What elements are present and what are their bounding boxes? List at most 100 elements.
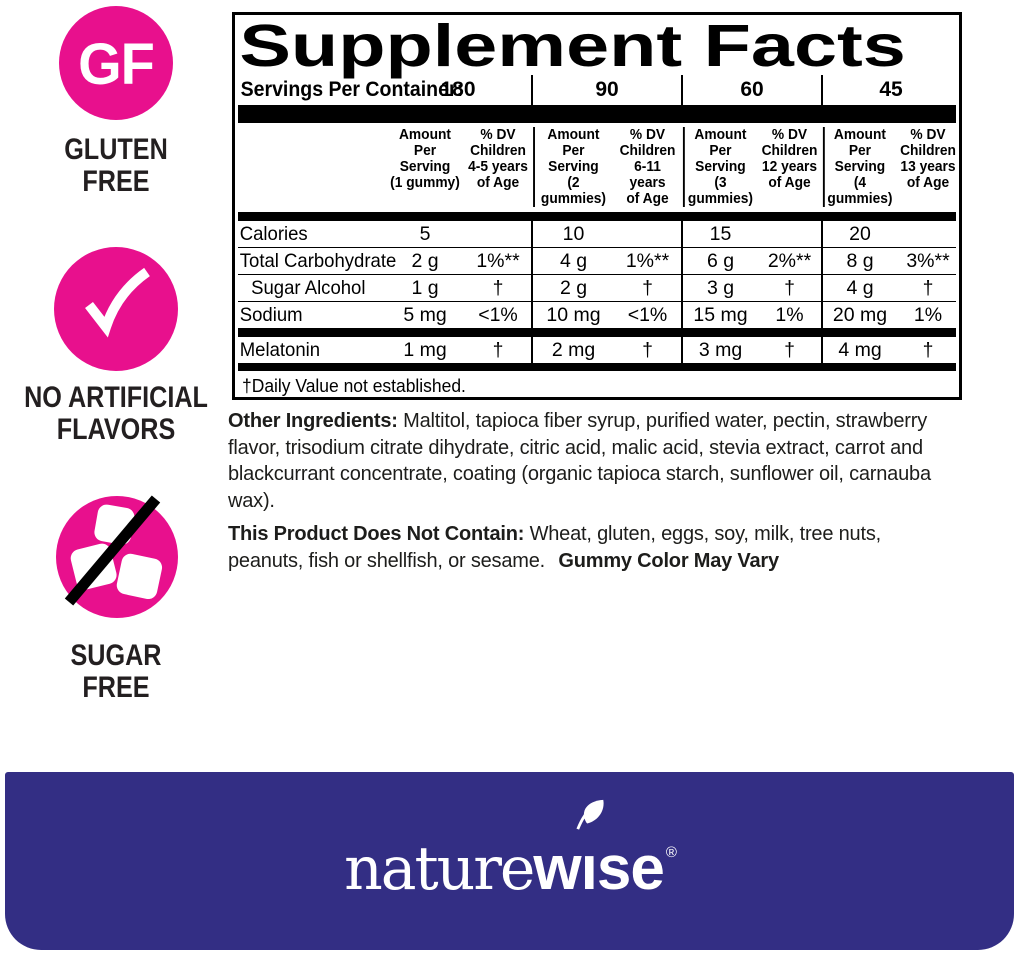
amount-value: 5 mg (403, 303, 447, 326)
row-divider (238, 274, 956, 275)
supplement-facts-panel: Supplement Facts Servings Per Container:… (232, 12, 962, 400)
table-row-melatonin: Melatonin 1 mg † 2 mg † 3 mg † 4 mg † (235, 337, 959, 363)
dv-value: † (922, 276, 934, 299)
dv-value: † (492, 338, 504, 361)
amount-value: 2 g (411, 249, 439, 272)
amount-value: 2 g (531, 275, 614, 301)
table-row-sugar-alcohol: Sugar Alcohol 1 g † 2 g † 3 g † 4 g † (235, 275, 959, 301)
nutrient-name: Calories (239, 222, 308, 245)
divider-bar-thick (238, 105, 956, 123)
divider-bar-medium (238, 363, 956, 371)
dv-value: 3%** (906, 249, 950, 272)
amount-value: 5 (419, 222, 431, 245)
amount-value: 4 g (531, 248, 614, 274)
amount-value: 4 mg (821, 337, 897, 363)
brand-banner: nature w ı se ® (5, 772, 1014, 950)
servings-value: 90 (531, 75, 681, 105)
dv-value: 1%** (625, 249, 670, 272)
dv-value: <1% (627, 303, 668, 326)
leaf-icon (576, 799, 604, 830)
does-not-contain-paragraph: This Product Does Not Contain: Wheat, gl… (228, 521, 943, 574)
servings-row: Servings Per Container: 180 90 60 45 (235, 75, 959, 105)
footnote-percent-dv: **Percent Daily Value (DV) are based on … (242, 397, 937, 400)
amount-value: 6 g (681, 248, 758, 274)
amount-value: 10 (531, 221, 614, 247)
other-ingredients-text: Maltitol, tapioca fiber syrup, purified … (228, 410, 931, 512)
dv-header: % DV Children 4-5 years of Age (468, 127, 528, 191)
dv-value (465, 221, 531, 247)
amount-value: 8 g (821, 248, 897, 274)
footnotes: †Daily Value not established. **Percent … (235, 371, 959, 400)
dv-value: † (492, 276, 504, 299)
amount-value: 2 mg (531, 337, 614, 363)
sugar-free-label: SUGAR FREE (70, 639, 162, 704)
table-row-sodium: Sodium 5 mg <1% 10 mg <1% 15 mg 1% 20 mg… (235, 302, 959, 328)
dv-value: 2%** (767, 249, 812, 272)
divider-bar-medium (238, 328, 956, 337)
registered-trademark-symbol: ® (665, 843, 677, 861)
dv-value: <1% (478, 303, 518, 326)
dv-value (758, 221, 821, 247)
servings-value: 60 (681, 75, 821, 105)
column-headers-row: Amount Per Serving (1 gummy) % DV Childr… (235, 123, 959, 212)
gummy-color-note: Gummy Color May Vary (558, 549, 779, 572)
dv-value (897, 221, 959, 247)
nutrient-name: Melatonin (239, 338, 321, 361)
amount-value: 20 (821, 221, 897, 247)
gluten-free-badge: GF (59, 6, 173, 120)
amount-value: 15 (681, 221, 758, 247)
dv-header: % DV Children 13 years of Age (900, 127, 956, 191)
supplement-facts-title: Supplement Facts (239, 13, 906, 80)
amount-header: Amount Per Serving (3 gummies) (682, 127, 756, 207)
divider-bar-medium (238, 212, 956, 221)
does-not-contain-label: This Product Does Not Contain: (228, 523, 525, 545)
amount-value: 3 mg (681, 337, 758, 363)
table-row-total-carbohydrate: Total Carbohydrate 2 g 1%** 4 g 1%** 6 g… (235, 248, 959, 274)
row-divider (238, 301, 956, 302)
gluten-free-icon: GF (78, 29, 155, 97)
other-ingredients-label: Other Ingredients: (228, 410, 398, 432)
table-row-calories: Calories 5 10 15 20 (235, 221, 959, 247)
other-ingredients-paragraph: Other Ingredients: Maltitol, tapioca fib… (228, 408, 943, 514)
spacer (235, 127, 385, 207)
logo-wise-text: w ı se (533, 799, 665, 904)
dv-value: † (642, 338, 653, 361)
amount-header: Amount Per Serving (1 gummy) (390, 127, 460, 191)
servings-per-container-label: Servings Per Container: (240, 78, 464, 101)
does-not-contain-text: Wheat, gluten, eggs, soy, milk, tree nut… (228, 523, 881, 572)
dv-value: † (784, 276, 795, 299)
logo-wise-i: ı (576, 799, 604, 904)
amount-value: 15 mg (681, 302, 758, 328)
amount-header: Amount Per Serving (2 gummies) (533, 127, 612, 207)
sugar-free-badge (56, 495, 178, 618)
amount-value: 3 g (681, 275, 758, 301)
dv-value: † (642, 276, 653, 299)
no-artificial-flavors-badge (54, 247, 178, 371)
amount-value: 4 g (821, 275, 897, 301)
logo-nature-text: nature (344, 833, 535, 904)
nutrient-name: Sodium (239, 303, 303, 326)
servings-value: 180 (440, 78, 476, 101)
logo-dotless-i: ı (580, 833, 598, 903)
checkmark-icon (85, 267, 150, 338)
nutrient-name: Sugar Alcohol (251, 276, 366, 299)
dv-value: † (922, 338, 934, 361)
dv-value (614, 221, 681, 247)
logo-wise-w: w (533, 833, 581, 903)
nutrient-name: Total Carbohydrate (239, 249, 397, 272)
dv-header: % DV Children 6-11 years of Age (619, 127, 676, 207)
footnote-daily-value: †Daily Value not established. (242, 376, 466, 396)
amount-value: 1 g (411, 276, 439, 299)
gluten-free-label: GLUTEN FREE (64, 133, 168, 198)
dv-value: 1% (913, 303, 943, 326)
sugar-cubes-crossed-icon (64, 495, 163, 606)
dv-value: 1% (775, 303, 804, 326)
servings-value: 45 (821, 75, 959, 105)
dv-value: 1%** (476, 249, 520, 272)
row-divider (238, 247, 956, 248)
naturewise-logo: nature w ı se ® (344, 799, 677, 904)
dv-value: † (784, 338, 795, 361)
logo-wise-se: se (596, 833, 665, 903)
no-artificial-flavors-label: NO ARTIFICIAL FLAVORS (24, 381, 208, 446)
